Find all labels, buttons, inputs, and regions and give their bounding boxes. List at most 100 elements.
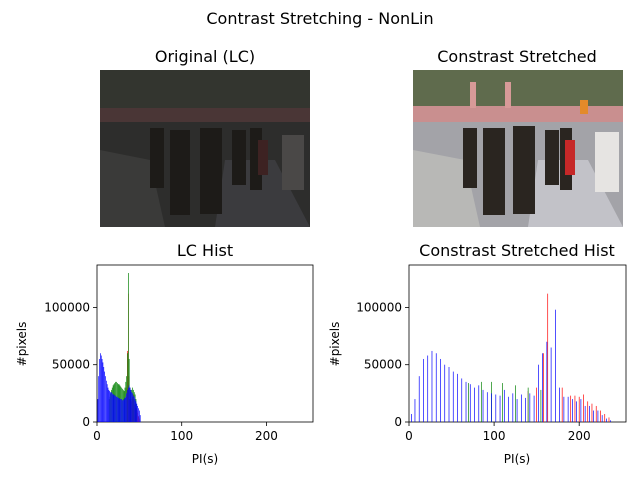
stretched-hist-bar-s2-26 — [520, 394, 522, 422]
stretched-hist-ticks: 0 100 200 0 50000 100000 — [356, 300, 590, 443]
lc-hist-bar-s2-30 — [122, 400, 124, 422]
lc-hist-bar-s2-0 — [97, 399, 99, 422]
lc-hist-bar-s2-14 — [109, 391, 111, 422]
lc-hist-bar-s2-39 — [130, 389, 132, 422]
lc-hist-title: LC Hist — [177, 241, 233, 260]
lc-hist-bar-s2-40 — [131, 392, 133, 422]
lc-hist-bar-s2-7 — [103, 366, 105, 422]
stretched-hist-bar-s2-19 — [491, 393, 492, 422]
stretched-hist-bar-s0-1 — [536, 387, 537, 422]
lc-hist-bar-s2-45 — [135, 401, 137, 422]
lc-hist-bar-s2-1 — [98, 376, 100, 422]
stretched-hist-bar-s2-15 — [474, 387, 475, 422]
lc-hist-bar-s2-47 — [137, 405, 138, 422]
lc-hist-bar-s2-38 — [129, 387, 131, 422]
lc-hist-ytick-label-1: 50000 — [52, 358, 90, 372]
stretched-hist-bar-s1-3 — [502, 383, 503, 422]
original-photo — [100, 70, 310, 227]
lc-hist-bar-s2-5 — [101, 358, 103, 422]
lc-hist-bar-s2-48 — [138, 408, 139, 422]
lc-hist-bar-s2-34 — [126, 393, 127, 422]
stretched-hist-bar-s2-28 — [529, 393, 531, 422]
stretched-hist-bar-s2-0 — [411, 413, 412, 422]
stretched-hist-bar-s0-9 — [587, 401, 589, 422]
lc-hist-bar-s2-32 — [124, 397, 126, 422]
stretched-hist-bar-s0-3 — [547, 293, 549, 422]
stretched-hist-bar-s2-44 — [597, 410, 599, 422]
lc-hist-xtick-label-2: 200 — [255, 429, 278, 443]
stretched-hist-ytick-label-0: 0 — [394, 415, 402, 429]
lc-hist-bars — [97, 273, 141, 422]
stretched-hist-bar-s2-42 — [589, 405, 590, 422]
lc-hist-bar-s2-23 — [116, 396, 118, 422]
stretched-hist-bar-s2-5 — [431, 350, 433, 422]
stretched-hist-bar-s2-30 — [538, 364, 539, 422]
stretched-hist-bars — [411, 293, 612, 422]
lc-hist-bar-s2-27 — [120, 399, 122, 422]
stretched-hist-bar-s2-12 — [461, 378, 463, 422]
stretched-hist-bar-s2-22 — [503, 389, 505, 422]
stretched-hist-bar-s2-23 — [508, 396, 509, 422]
stretched-hist-bar-s2-33 — [550, 347, 552, 422]
lc-hist-ytick-label-0: 0 — [82, 415, 90, 429]
stretched-hist-bar-s2-11 — [457, 373, 458, 422]
stretched-hist-bar-s2-38 — [572, 399, 573, 422]
lc-hist-bar-s2-19 — [113, 394, 115, 422]
stretched-hist-xtick-label-1: 100 — [483, 429, 506, 443]
stretched-hist-bar-s2-9 — [448, 366, 450, 422]
lc-hist-xtick-label-1: 100 — [170, 429, 193, 443]
lc-hist-bar-s2-16 — [111, 392, 112, 422]
stretched-hist-bar-s2-31 — [542, 353, 543, 422]
stretched-hist-bar-s2-4 — [427, 355, 429, 422]
stretched-hist-bar-s2-7 — [440, 358, 441, 422]
lc-hist-bar-s2-33 — [125, 396, 127, 422]
lc-hist-bar-s2-35 — [127, 389, 128, 422]
stretched-hist-bar-s2-20 — [495, 394, 497, 422]
stretched-hist-bar-s2-8 — [444, 364, 446, 422]
stretched-hist-bar-s0-2 — [543, 353, 544, 422]
stretched-hist-bar-s2-45 — [601, 415, 603, 422]
stretched-hist-bar-s1-0 — [468, 383, 469, 422]
stretched-hist-bar-s2-1 — [414, 399, 416, 422]
stretched-hist-bar-s2-6 — [435, 353, 437, 422]
stretched-hist-plot-area — [408, 264, 627, 423]
stretched-hist-bar-s0-12 — [600, 410, 601, 422]
stretched-hist-bar-s2-34 — [555, 309, 556, 422]
stretched-hist-xtick-label-2: 200 — [568, 429, 591, 443]
stretched-hist-bar-s2-41 — [584, 405, 586, 422]
lc-hist-bar-s2-13 — [108, 389, 110, 422]
stretched-hist-bar-s0-11 — [595, 405, 597, 422]
stretched-hist-bar-s2-39 — [576, 401, 577, 422]
lc-hist-bar-s2-29 — [122, 400, 123, 422]
stretched-hist-bar-s2-16 — [478, 385, 480, 422]
lc-hist-bar-s2-12 — [107, 387, 109, 422]
lc-hist-bar-s2-42 — [133, 395, 134, 422]
lc-hist-bar-s2-4 — [100, 355, 102, 422]
lc-hist-bar-s2-31 — [123, 399, 125, 422]
lc-hist-bar-s2-8 — [104, 371, 105, 422]
stretched-hist-bar-s2-37 — [567, 396, 569, 422]
stretched-hist-bar-s1-5 — [527, 387, 529, 422]
lc-hist-bar-s2-11 — [106, 384, 108, 422]
lc-hist-xlabel: PI(s) — [192, 452, 218, 466]
lc-hist-bar-s2-41 — [132, 393, 133, 422]
stretched-hist-bar-s2-3 — [423, 358, 424, 422]
lc-hist-bar-s2-46 — [136, 403, 138, 422]
stretched-hist-bar-s2-17 — [482, 389, 484, 422]
stretched-hist-ytick-label-2: 100000 — [356, 300, 402, 314]
lc-hist-bar-s2-21 — [115, 395, 116, 422]
stretched-hist-bar-s0-14 — [608, 417, 610, 422]
image-title-stretched: Constrast Stretched — [437, 47, 597, 66]
lc-hist-bar-s2-22 — [116, 396, 117, 422]
stretched-hist-bar-s2-29 — [533, 395, 535, 422]
lc-hist-ytick-label-2: 100000 — [44, 300, 90, 314]
lc-hist-bar-s2-15 — [110, 392, 111, 422]
stretched-hist-chart: Constrast Stretched Hist 0 100 200 0 50000 10… — [328, 241, 627, 466]
stretched-hist-bar-s2-47 — [610, 420, 612, 422]
stretched-hist-bar-s2-13 — [465, 381, 467, 422]
lc-hist-chart: LC Hist 0 100 200 0 50000 100000 PI(s) #pixel… — [15, 241, 314, 466]
figure-suptitle: Contrast Stretching - NonLin — [206, 9, 433, 28]
lc-hist-bar-s2-24 — [117, 397, 119, 422]
stretched-hist-ytick-label-1: 50000 — [364, 358, 402, 372]
